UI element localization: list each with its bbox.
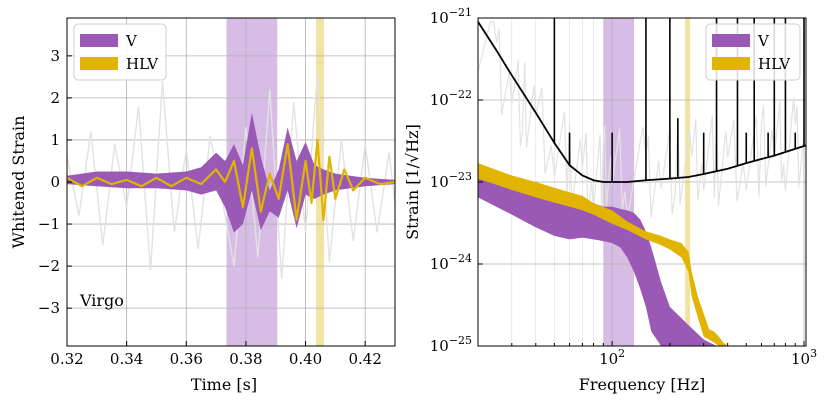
virgo-annotation: Virgo — [79, 291, 124, 310]
time-domain-xtick-label: 0.32 — [50, 350, 83, 368]
frequency-domain-xtick-label: 102 — [599, 347, 625, 368]
time-domain-hlv-line — [66, 138, 396, 221]
frequency-domain-legend-hlv-label: HLV — [758, 55, 791, 73]
time-domain-ytick-label: −1 — [38, 215, 60, 233]
frequency-domain-hlv-band — [478, 163, 728, 346]
time-domain-xtick-label: 0.38 — [229, 350, 262, 368]
frequency-domain-ylabel: Strain [1/√Hz] — [403, 124, 422, 240]
time-domain-xtick-label: 0.34 — [110, 350, 143, 368]
frequency-domain-xlabel: Frequency [Hz] — [579, 375, 706, 394]
frequency-domain-ytick-label: 10−21 — [430, 6, 472, 27]
frequency-domain-legend-v-label: V — [757, 32, 770, 50]
frequency-domain-ytick-label: 10−23 — [430, 170, 472, 191]
time-domain-xlabel: Time [s] — [191, 375, 257, 394]
frequency-domain-legend-hlv-swatch — [712, 57, 750, 70]
time-domain-legend-hlv-swatch — [80, 57, 118, 70]
time-domain-panel: 0.32 0.34 0.36 0.38 0.40 0.42 −3 −2 −1 0 1 2 3 Time … — [9, 17, 396, 394]
time-domain-ytick-label: 1 — [50, 131, 60, 149]
frequency-domain-legend-v-swatch — [712, 34, 750, 47]
frequency-domain-ytick-label: 10−25 — [430, 334, 472, 355]
time-domain-xtick-label: 0.42 — [348, 350, 381, 368]
time-domain-xtick-label: 0.36 — [170, 350, 203, 368]
time-domain-legend-v-swatch — [80, 34, 118, 47]
time-domain-legend-hlv-label: HLV — [126, 55, 159, 73]
time-domain-ytick-label: 3 — [50, 47, 60, 65]
time-domain-ytick-label: 0 — [50, 173, 60, 191]
time-domain-ytick-label: −2 — [38, 257, 60, 275]
frequency-domain-ytick-label: 10−22 — [430, 88, 472, 109]
time-domain-v-band — [67, 112, 395, 233]
frequency-domain-ytick-label: 10−24 — [430, 252, 472, 273]
frequency-domain-legend: V HLV — [705, 23, 801, 81]
frequency-domain-panel: 102 103 10−25 10−24 10−23 10−22 10−21 Frequenc… — [403, 6, 817, 394]
time-domain-ytick-label: −3 — [38, 299, 60, 317]
frequency-domain-v-band — [478, 165, 728, 346]
time-domain-legend: V HLV — [73, 23, 167, 81]
time-domain-xtick-label: 0.40 — [289, 350, 322, 368]
time-domain-legend-v-label: V — [125, 32, 138, 50]
time-domain-ytick-label: 2 — [50, 89, 60, 107]
frequency-domain-xtick-label: 103 — [791, 347, 817, 368]
time-domain-ylabel: Whitened Strain — [9, 116, 28, 249]
